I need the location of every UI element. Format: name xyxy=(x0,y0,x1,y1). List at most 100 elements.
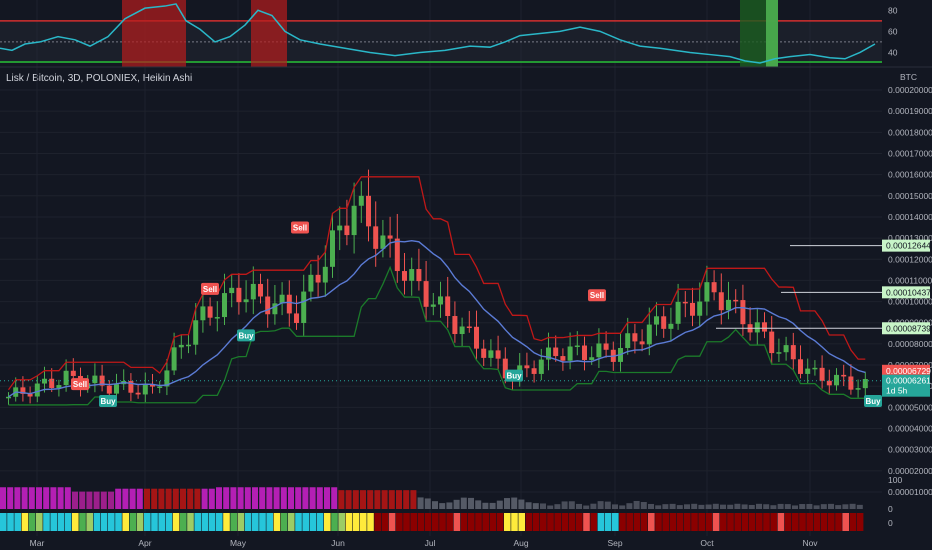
candle-body xyxy=(783,345,789,353)
strip-cell xyxy=(828,513,835,531)
volume-bar xyxy=(252,487,258,509)
candle-body xyxy=(250,283,256,300)
color-strip-pane[interactable]: 0 xyxy=(0,513,893,531)
candle-body xyxy=(438,296,443,305)
signal-buy-tag: Buy xyxy=(864,395,882,408)
candle-body xyxy=(243,299,249,303)
strip-cell xyxy=(756,513,763,531)
time-label-may: May xyxy=(230,538,247,548)
candle-body xyxy=(351,205,357,236)
volume-bar xyxy=(856,504,863,509)
volume-bar xyxy=(655,505,662,509)
candle-body xyxy=(286,294,292,314)
volume-bar xyxy=(244,487,251,509)
strip-cell xyxy=(741,513,749,531)
candle-body xyxy=(452,316,458,335)
strip-cell xyxy=(21,513,29,531)
strip-cell xyxy=(424,513,432,531)
signal-tag-bg xyxy=(71,378,89,391)
strip-cell xyxy=(468,513,475,531)
time-label-oct: Oct xyxy=(700,538,714,548)
price-axis[interactable]: 0.00020000 0.00019000 0.00018000 0.00017000… xyxy=(882,85,932,497)
strip-cell xyxy=(705,513,713,531)
strip-cell xyxy=(417,513,425,531)
volume-bar xyxy=(14,487,21,509)
candle-body xyxy=(315,274,321,283)
main-pane[interactable]: Sell Buy Sell Buy Sell Buy Sell Buy xyxy=(0,169,882,408)
candle-body xyxy=(409,269,415,281)
candle-body xyxy=(531,368,537,374)
volume-bar xyxy=(72,491,78,509)
candle-body xyxy=(430,304,436,307)
strip-cell xyxy=(525,513,533,531)
volume-bar xyxy=(295,487,302,509)
volume-bar xyxy=(828,503,834,509)
candle-body xyxy=(733,299,739,302)
volume-bar xyxy=(712,503,719,509)
volume-bar xyxy=(640,502,647,509)
strip-cell xyxy=(612,513,619,531)
strip-cell xyxy=(194,513,201,531)
volume-bar xyxy=(273,487,280,509)
strip-cell xyxy=(14,513,21,531)
time-axis[interactable]: Mar Apr May Jun Jul Aug Sep Oct Nov xyxy=(30,538,819,548)
volume-bar xyxy=(403,490,410,509)
countdown-label: 1d 5h xyxy=(886,386,908,396)
signal-tag-label: Sell xyxy=(590,291,604,300)
candle-body xyxy=(308,274,314,292)
volume-bar xyxy=(792,505,798,509)
volume-bar xyxy=(93,491,100,509)
strip-cell xyxy=(201,513,209,531)
candle-body xyxy=(34,383,40,397)
level-label-box xyxy=(882,239,930,252)
volume-bar xyxy=(446,502,453,509)
candle-body xyxy=(279,294,285,304)
oscillator-pane[interactable]: 80 60 40 xyxy=(0,0,932,68)
strip-cell xyxy=(410,513,417,531)
candle-body xyxy=(142,384,148,395)
signal-tag-label: Buy xyxy=(238,331,254,340)
strip-cell xyxy=(136,513,144,531)
candle-body xyxy=(20,387,26,394)
candle-body xyxy=(70,370,76,376)
volume-bar xyxy=(439,503,446,509)
volume-bar xyxy=(158,488,165,509)
candle-body xyxy=(812,367,818,370)
price-tick: 0.00008000 xyxy=(888,339,932,349)
strip-cell xyxy=(374,513,381,531)
candle-body xyxy=(6,396,11,399)
symbol-title[interactable]: Lisk / Bitcoin, 3D, POLONIEX, Heikin Ash… xyxy=(6,73,193,84)
strip-cell xyxy=(122,513,129,531)
volume-bar xyxy=(626,503,633,509)
level-label: 0.00010437 xyxy=(886,287,931,297)
volume-bar xyxy=(597,501,604,509)
strip-cell xyxy=(590,513,597,531)
strip-cell xyxy=(842,513,849,531)
volume-bar xyxy=(684,504,690,509)
signal-tag-label: Buy xyxy=(100,397,116,406)
candle-body xyxy=(776,352,782,354)
strip-cell xyxy=(352,513,360,531)
strip-cell xyxy=(626,513,633,531)
signal-sell-tag: Sell xyxy=(201,282,219,295)
candle-body xyxy=(697,301,703,316)
strip-cell xyxy=(223,513,230,531)
volume-pane[interactable]: 100 0 xyxy=(0,475,902,514)
price-tick: 0.00003000 xyxy=(888,445,932,455)
signal-tag-label: Buy xyxy=(865,397,881,406)
candle-body xyxy=(128,380,134,393)
strip-cell xyxy=(763,513,770,531)
time-label-nov: Nov xyxy=(802,538,818,548)
volume-bar xyxy=(453,499,460,509)
candle-body xyxy=(423,281,429,307)
price-tick: 0.00004000 xyxy=(888,424,932,434)
volume-bar xyxy=(172,488,179,509)
candle-body xyxy=(790,345,796,360)
candle-body xyxy=(214,317,220,319)
strip-cell xyxy=(129,513,137,531)
strip-cell xyxy=(158,513,165,531)
osc-level-label: 40 xyxy=(888,47,898,57)
candle-body xyxy=(862,379,868,389)
strip-cell xyxy=(0,513,7,531)
